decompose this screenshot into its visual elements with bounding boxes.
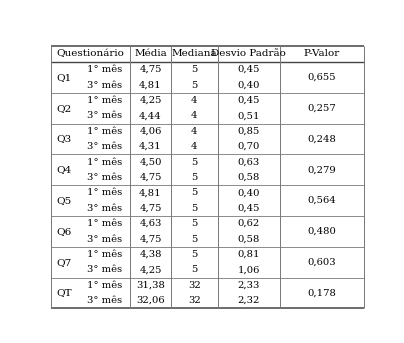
Text: 4,75: 4,75 [139,235,162,244]
Text: 0,70: 0,70 [238,142,260,151]
Text: 5: 5 [191,250,198,259]
Text: 5: 5 [191,65,198,74]
Text: 3° mês: 3° mês [87,296,122,305]
Text: 0,45: 0,45 [238,96,260,105]
Text: 1,06: 1,06 [238,265,260,274]
Text: Mediana: Mediana [171,49,217,58]
Text: 0,178: 0,178 [307,288,336,297]
Text: 1° mês: 1° mês [87,96,122,105]
Text: 0,58: 0,58 [238,173,260,182]
Text: 0,564: 0,564 [307,196,336,205]
Text: 3° mês: 3° mês [87,265,122,274]
Text: 4: 4 [191,111,198,120]
Text: 0,40: 0,40 [238,81,260,90]
Text: 0,257: 0,257 [307,104,336,113]
Text: 3° mês: 3° mês [87,142,122,151]
Text: 32: 32 [188,296,201,305]
Text: 3° mês: 3° mês [87,173,122,182]
Text: 4,75: 4,75 [139,204,162,213]
Text: 2,32: 2,32 [238,296,260,305]
Text: Q6: Q6 [57,227,72,236]
Text: 0,279: 0,279 [307,165,336,174]
Text: 3° mês: 3° mês [87,111,122,120]
Text: Q1: Q1 [57,73,72,82]
Text: 4,81: 4,81 [139,188,162,197]
Text: 5: 5 [191,173,198,182]
Text: P-Valor: P-Valor [304,49,340,58]
Text: 4,25: 4,25 [139,96,162,105]
Text: Média: Média [134,49,167,58]
Text: 0,655: 0,655 [307,73,336,82]
Text: 2,33: 2,33 [238,281,260,290]
Text: 3° mês: 3° mês [87,235,122,244]
Text: 4,81: 4,81 [139,81,162,90]
Text: 1° mês: 1° mês [87,250,122,259]
Text: 0,85: 0,85 [238,127,260,136]
Text: 1° mês: 1° mês [87,127,122,136]
Text: 4,75: 4,75 [139,65,162,74]
Text: 4: 4 [191,96,198,105]
Text: 0,58: 0,58 [238,235,260,244]
Text: 0,45: 0,45 [238,65,260,74]
Text: 1° mês: 1° mês [87,281,122,290]
Text: 4: 4 [191,142,198,151]
Text: 0,603: 0,603 [307,258,336,267]
Text: 5: 5 [191,265,198,274]
Text: Q2: Q2 [57,104,72,113]
Text: 4,31: 4,31 [139,142,162,151]
Text: Questionário: Questionário [57,49,124,58]
Text: 0,40: 0,40 [238,188,260,197]
Text: Desvio Padrão: Desvio Padrão [211,49,286,58]
Text: 0,248: 0,248 [307,134,336,143]
Text: 1° mês: 1° mês [87,65,122,74]
Text: 0,62: 0,62 [238,219,260,228]
Text: 4,38: 4,38 [139,250,162,259]
Text: 32: 32 [188,281,201,290]
Text: 5: 5 [191,235,198,244]
Text: 5: 5 [191,81,198,90]
Text: 4,50: 4,50 [139,157,162,167]
Text: 5: 5 [191,219,198,228]
Text: 4,44: 4,44 [139,111,162,120]
Text: Q4: Q4 [57,165,72,174]
Text: 5: 5 [191,204,198,213]
Text: 31,38: 31,38 [136,281,165,290]
Text: 4,75: 4,75 [139,173,162,182]
Text: 1° mês: 1° mês [87,219,122,228]
Text: 0,480: 0,480 [307,227,336,236]
Text: Q5: Q5 [57,196,72,205]
Text: 1° mês: 1° mês [87,188,122,197]
Text: 5: 5 [191,188,198,197]
Text: 4: 4 [191,127,198,136]
Text: QT: QT [57,288,72,297]
Text: 0,51: 0,51 [238,111,260,120]
Text: 0,81: 0,81 [238,250,260,259]
Text: 5: 5 [191,157,198,167]
Text: 4,25: 4,25 [139,265,162,274]
Text: 3° mês: 3° mês [87,204,122,213]
Text: 0,45: 0,45 [238,204,260,213]
Text: 4,06: 4,06 [139,127,162,136]
Text: Q7: Q7 [57,258,72,267]
Text: 4,63: 4,63 [139,219,162,228]
Text: 32,06: 32,06 [136,296,165,305]
Text: 0,63: 0,63 [238,157,260,167]
Text: 3° mês: 3° mês [87,81,122,90]
Text: 1° mês: 1° mês [87,157,122,167]
Text: Q3: Q3 [57,134,72,143]
